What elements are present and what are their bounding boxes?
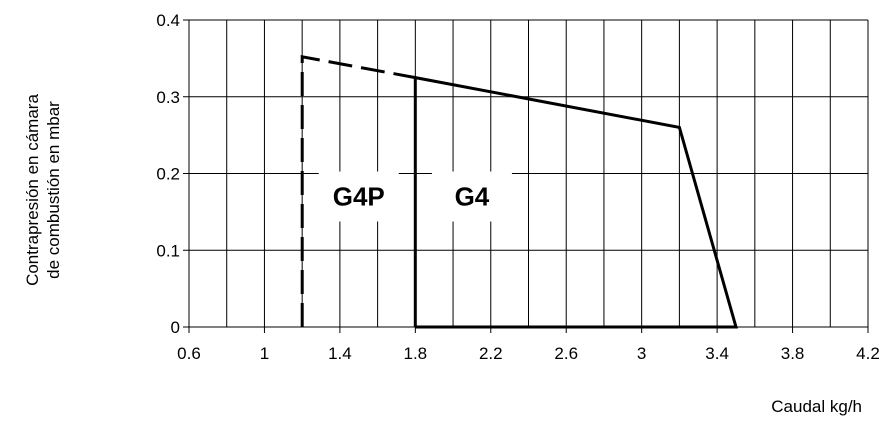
annotation-background [431, 171, 512, 222]
series-line-g4 [413, 75, 738, 329]
x-tick-label: 1.4 [328, 344, 352, 363]
annotation-label-g4: G4 [455, 182, 490, 212]
x-tick-label: 2.2 [479, 344, 503, 363]
y-tick-label: 0 [171, 318, 180, 337]
grid [183, 19, 869, 333]
tick-labels: 0 0.1 0.2 0.3 0.4 0.6 1 1.4 1.8 2.2 2.6 3 3.4 3.8 4.2 [156, 11, 879, 363]
y-axis-label-line-2: de combustión en mbar [44, 101, 63, 279]
annotations: G4P G4 [333, 182, 490, 212]
series-line-g4p [300, 54, 416, 327]
x-tick-label: 0.6 [177, 344, 201, 363]
x-axis-label: Caudal kg/h [771, 397, 862, 416]
annotation-label-g4p: G4P [333, 182, 385, 212]
y-axis-label: Contrapresión en cámara de combustión en… [8, 40, 78, 340]
x-tick-label: 3.8 [781, 344, 805, 363]
y-axis-label-line-1: Contrapresión en cámara [23, 94, 42, 286]
x-tick-label: 3 [637, 344, 646, 363]
y-tick-label: 0.3 [156, 88, 180, 107]
annotation-background [318, 171, 399, 222]
y-tick-label: 0.4 [156, 11, 180, 30]
x-tick-label: 2.6 [554, 344, 578, 363]
x-tick-label: 1.8 [404, 344, 428, 363]
x-tick-label: 3.4 [705, 344, 729, 363]
y-tick-label: 0.1 [156, 241, 180, 260]
y-tick-label: 0.2 [156, 165, 180, 184]
x-tick-label: 4.2 [856, 344, 880, 363]
x-tick-label: 1 [260, 344, 269, 363]
series-group [300, 54, 738, 329]
